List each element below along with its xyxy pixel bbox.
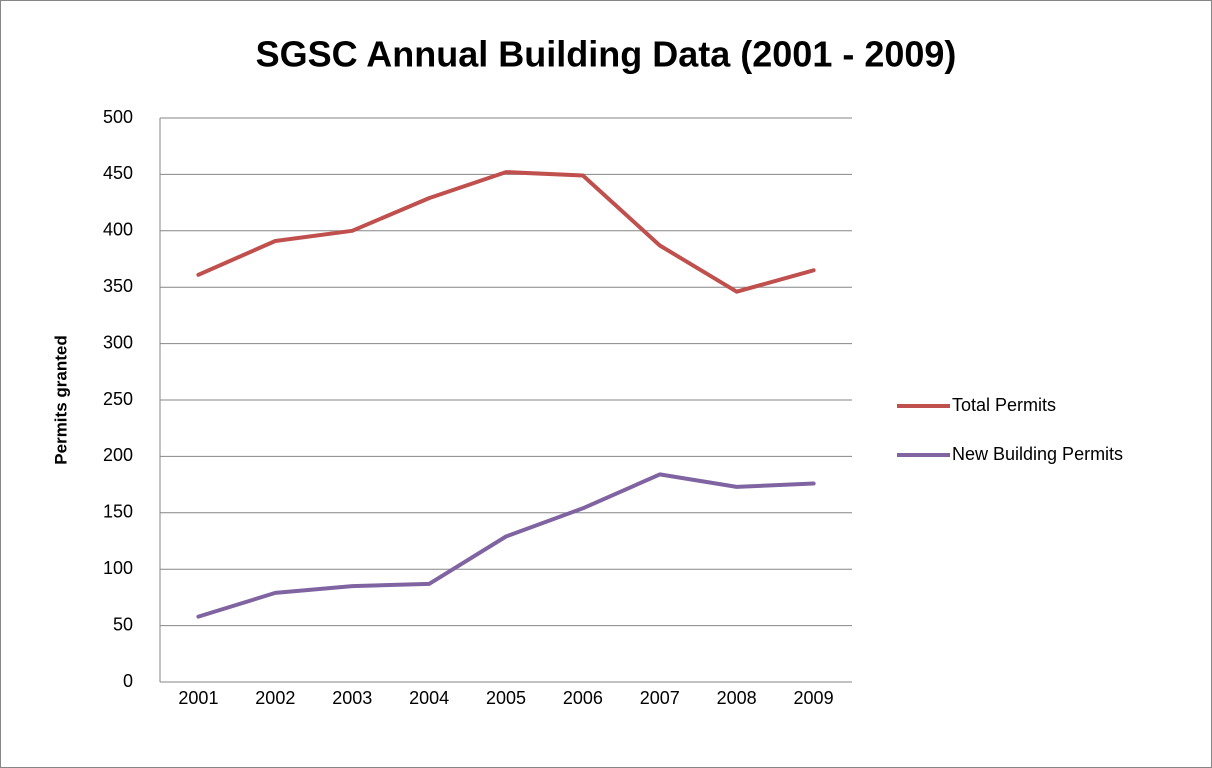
y-tick-label: 0 xyxy=(123,671,133,691)
x-tick-label: 2007 xyxy=(640,688,680,708)
y-tick-label: 500 xyxy=(103,107,133,127)
y-tick-label: 150 xyxy=(103,502,133,522)
y-tick-label: 450 xyxy=(103,163,133,183)
legend-label: New Building Permits xyxy=(952,444,1123,464)
x-tick-label: 2004 xyxy=(409,688,449,708)
x-tick-label: 2005 xyxy=(486,688,526,708)
series-line xyxy=(196,472,816,619)
series-line xyxy=(196,170,816,294)
legend-label: Total Permits xyxy=(952,395,1056,415)
x-tick-label: 2003 xyxy=(332,688,372,708)
y-tick-label: 100 xyxy=(103,558,133,578)
y-tick-label: 350 xyxy=(103,276,133,296)
x-tick-label: 2008 xyxy=(717,688,757,708)
x-tick-label: 2006 xyxy=(563,688,603,708)
x-tick-label: 2001 xyxy=(178,688,218,708)
x-tick-label: 2002 xyxy=(255,688,295,708)
y-axis-label: Permits granted xyxy=(51,335,70,464)
y-tick-label: 300 xyxy=(103,332,133,352)
x-tick-label: 2009 xyxy=(794,688,834,708)
y-tick-label: 250 xyxy=(103,389,133,409)
y-tick-label: 50 xyxy=(113,614,133,634)
y-tick-label: 400 xyxy=(103,220,133,240)
y-tick-label: 200 xyxy=(103,445,133,465)
chart-title: SGSC Annual Building Data (2001 - 2009) xyxy=(256,34,957,75)
